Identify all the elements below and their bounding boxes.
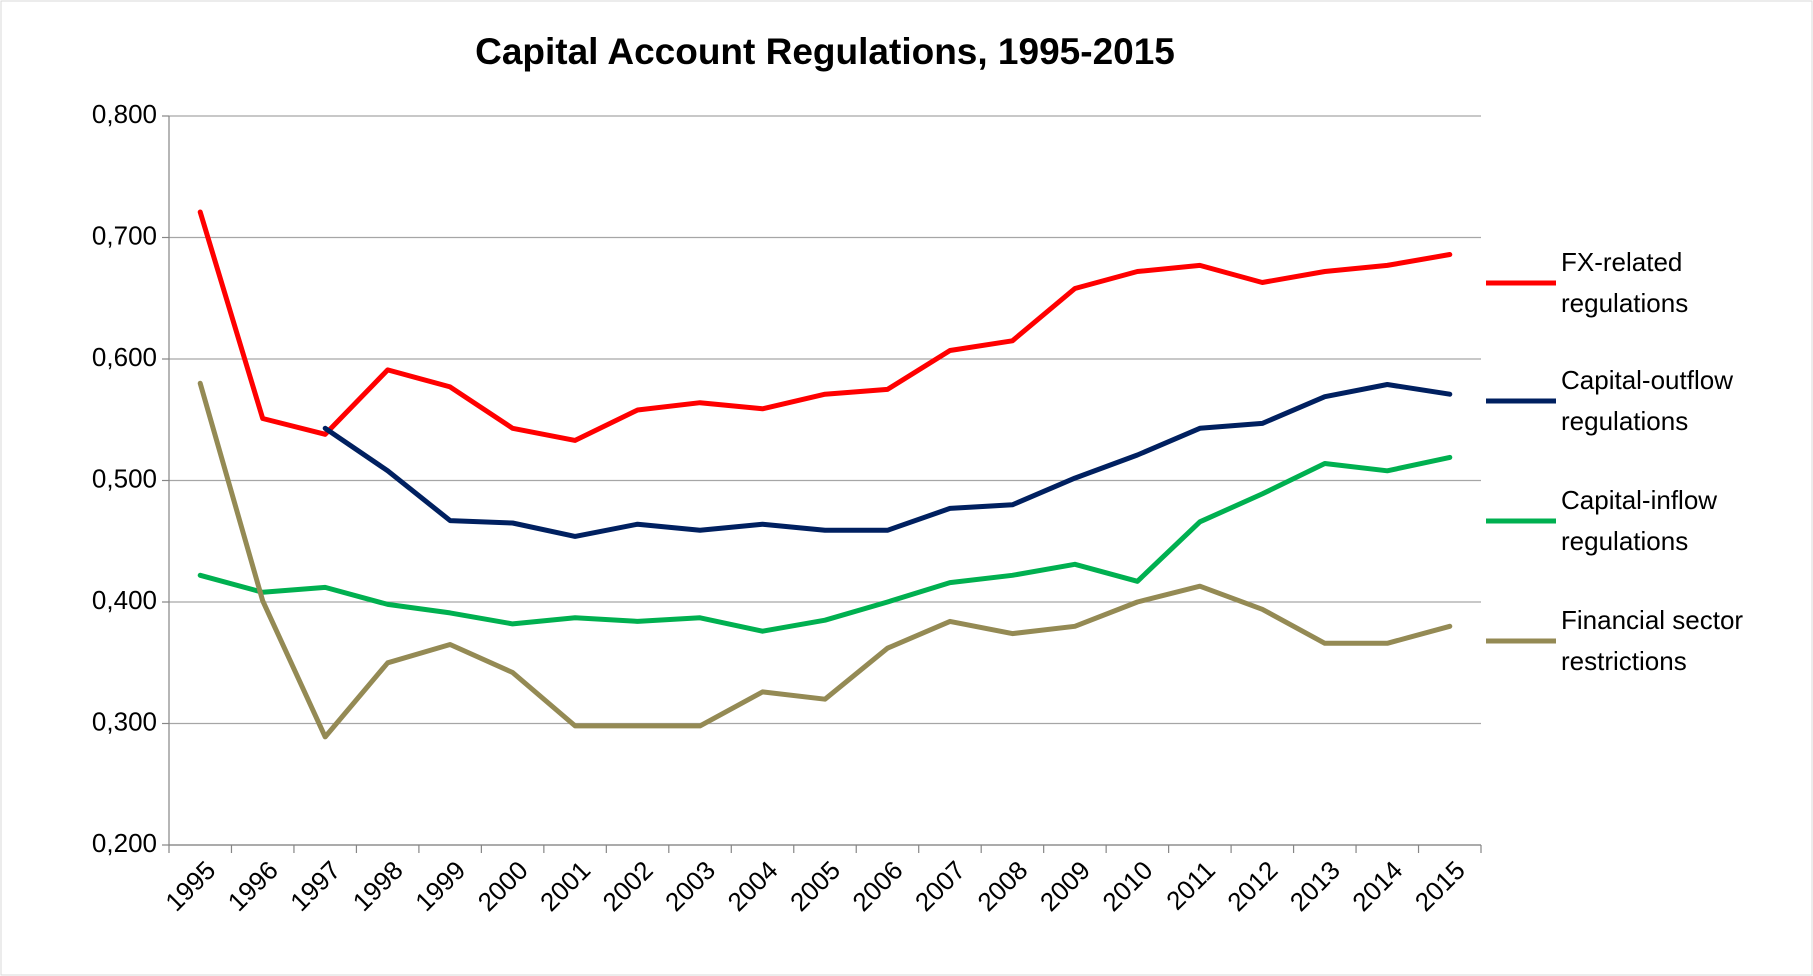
legend-label: FX-related regulations <box>1561 247 1689 318</box>
series-line <box>197 380 1453 740</box>
y-tick-label: 0,300 <box>92 706 157 736</box>
legend-label: Capital-inflow regulations <box>1561 485 1718 556</box>
series-line <box>322 382 1453 539</box>
y-tick-label: 0,800 <box>92 99 157 129</box>
y-tick-label: 0,400 <box>92 585 157 615</box>
legend-label: Financial sector restrictions <box>1561 605 1744 676</box>
y-tick-label: 0,700 <box>92 220 157 250</box>
series-line <box>197 209 1453 443</box>
y-tick-label: 0,500 <box>92 463 157 493</box>
legend-label: Capital-outflow regulations <box>1561 365 1733 436</box>
y-tick-label: 0,600 <box>92 342 157 372</box>
chart-title: Capital Account Regulations, 1995-2015 <box>475 31 1175 72</box>
y-tick-label: 0,200 <box>92 828 157 858</box>
series-line <box>197 454 1453 634</box>
